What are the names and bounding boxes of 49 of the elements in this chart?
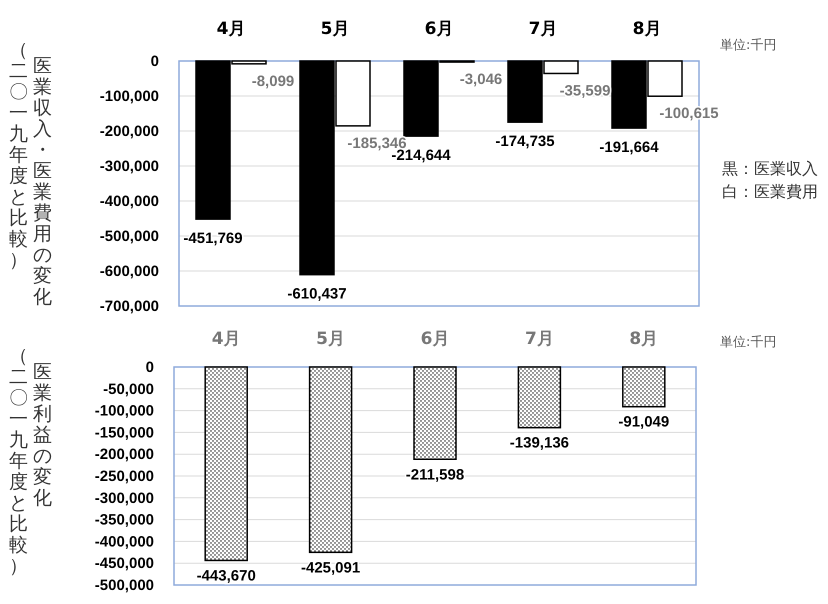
x-tick-label: 5月 [316, 329, 346, 349]
data-label: -139,136 [510, 434, 570, 452]
y-axis-title: 医業利益の変化 [32, 361, 53, 509]
data-label: -211,598 [406, 466, 464, 484]
text: 医業収入・医業費用の変化 [33, 55, 52, 308]
data-label: -443,670 [196, 567, 256, 584]
data-label: -191,664 [599, 139, 660, 156]
text: 単位:千円 [720, 37, 776, 54]
y-tick-label: -700,000 [100, 298, 159, 315]
x-tick-label: 4月 [216, 19, 246, 39]
y-tick-label: -600,000 [100, 263, 159, 280]
text: 白：医業費用 [722, 181, 818, 203]
text: 単位:千円 [720, 334, 776, 351]
data-label: -425,091 [300, 559, 360, 576]
y-tick-label: -450,000 [94, 555, 154, 572]
y-tick-label: -500,000 [100, 228, 159, 245]
data-label: -610,437 [287, 286, 347, 303]
y-tick-label: -350,000 [94, 512, 154, 529]
x-tick-label: 7月 [528, 19, 558, 39]
text: 黒：医業収入 [722, 158, 818, 180]
text: （二〇一九年度と比較） [9, 39, 28, 271]
y-tick-label: -400,000 [100, 193, 159, 210]
data-label: -3,046 [460, 71, 502, 88]
data-label: -91,049 [618, 414, 670, 431]
y-tick-label: -300,000 [94, 490, 154, 507]
data-label: -35,599 [560, 82, 610, 100]
data-label: -451,769 [183, 230, 243, 248]
data-label: -8,099 [252, 72, 294, 90]
y-tick-label: -200,000 [94, 446, 154, 464]
y-tick-label: -100,000 [100, 88, 159, 105]
x-tick-label: 8月 [629, 329, 658, 349]
y-tick-label: 0 [146, 359, 154, 376]
y-tick-label: -250,000 [94, 468, 154, 485]
y-tick-label: -400,000 [94, 533, 154, 550]
x-tick-label: 6月 [420, 329, 450, 349]
data-label: -174,735 [495, 133, 555, 150]
x-tick-label: 4月 [212, 329, 241, 349]
y-tick-label: -500,000 [94, 577, 154, 594]
y-tick-label: -100,000 [94, 402, 154, 420]
y-tick-label: -200,000 [100, 123, 159, 140]
y-tick-label: -150,000 [94, 424, 154, 442]
y-tick-label: -50,000 [103, 380, 154, 398]
x-tick-label: 7月 [524, 329, 554, 349]
text: （二〇一九年度と比較） [9, 345, 28, 577]
x-tick-label: 6月 [424, 19, 454, 39]
y-tick-label: 0 [150, 53, 159, 70]
x-tick-label: 8月 [632, 19, 662, 39]
x-tick-label: 5月 [320, 19, 350, 39]
y-tick-label: -300,000 [100, 158, 159, 175]
